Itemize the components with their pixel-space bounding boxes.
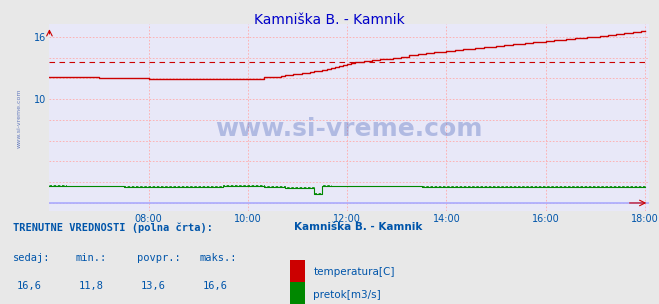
Bar xyxy=(291,282,304,304)
Text: www.si-vreme.com: www.si-vreme.com xyxy=(215,117,483,141)
Text: povpr.:: povpr.: xyxy=(137,253,181,263)
Text: TRENUTNE VREDNOSTI (polna črta):: TRENUTNE VREDNOSTI (polna črta): xyxy=(13,222,213,233)
Text: 11,8: 11,8 xyxy=(79,281,104,291)
Bar xyxy=(291,260,304,284)
Text: 16,6: 16,6 xyxy=(17,281,42,291)
Text: 16,6: 16,6 xyxy=(203,281,228,291)
Text: min.:: min.: xyxy=(75,253,106,263)
Text: www.si-vreme.com: www.si-vreme.com xyxy=(17,88,22,147)
Text: temperatura[C]: temperatura[C] xyxy=(313,267,395,277)
Text: sedaj:: sedaj: xyxy=(13,253,51,263)
Text: maks.:: maks.: xyxy=(199,253,237,263)
Text: Kamniška B. - Kamnik: Kamniška B. - Kamnik xyxy=(254,13,405,27)
Text: Kamniška B. - Kamnik: Kamniška B. - Kamnik xyxy=(294,222,422,232)
Text: 13,6: 13,6 xyxy=(141,281,166,291)
Text: pretok[m3/s]: pretok[m3/s] xyxy=(313,290,381,300)
